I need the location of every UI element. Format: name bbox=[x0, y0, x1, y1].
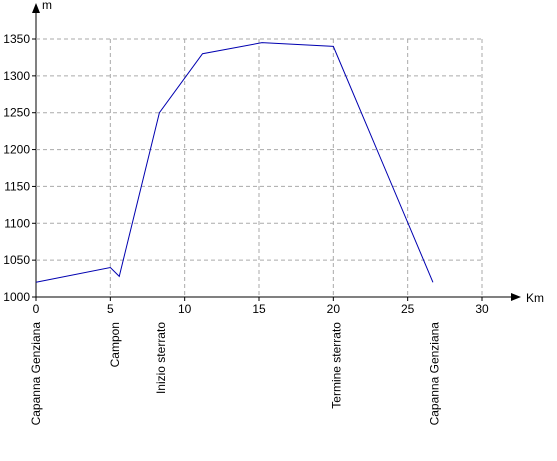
x-axis-arrow bbox=[511, 293, 521, 301]
y-tick-label: 1250 bbox=[3, 106, 30, 120]
x-tick-label: 0 bbox=[33, 302, 40, 316]
waypoint-label: Inizio sterrato bbox=[154, 322, 168, 394]
y-tick-label: 1350 bbox=[3, 32, 30, 46]
waypoint-label: Termine sterrato bbox=[329, 322, 343, 409]
x-tick-label: 10 bbox=[178, 302, 192, 316]
y-tick-label: 1000 bbox=[3, 290, 30, 304]
x-tick-label: 15 bbox=[252, 302, 266, 316]
x-axis-label: Km bbox=[526, 291, 544, 305]
x-tick-label: 30 bbox=[475, 302, 489, 316]
waypoint-label: Capanna Genziana bbox=[29, 322, 43, 426]
waypoint-label: Capanna Genziana bbox=[427, 322, 441, 426]
y-tick-label: 1100 bbox=[4, 216, 30, 230]
x-tick-label: 5 bbox=[107, 302, 114, 316]
y-axis-arrow bbox=[32, 3, 40, 13]
y-tick-label: 1300 bbox=[3, 69, 30, 83]
x-tick-label: 20 bbox=[327, 302, 341, 316]
y-tick-label: 1200 bbox=[3, 143, 30, 157]
waypoint-label: Campon bbox=[108, 322, 122, 367]
y-tick-label: 1050 bbox=[3, 253, 30, 267]
elevation-line bbox=[35, 42, 434, 283]
y-axis-label: m bbox=[42, 0, 52, 12]
x-tick-label: 25 bbox=[401, 302, 415, 316]
y-tick-label: 1150 bbox=[4, 179, 30, 193]
